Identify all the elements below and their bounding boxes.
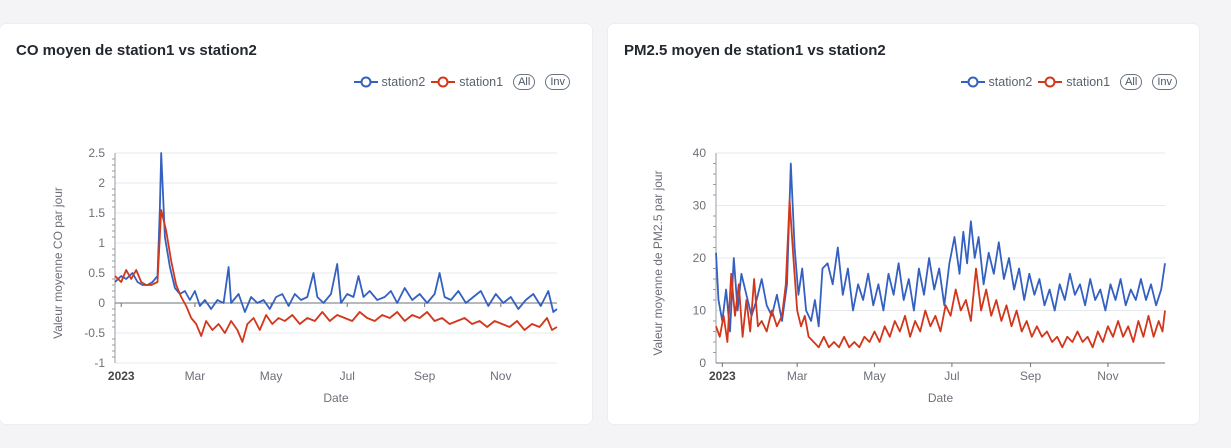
x-axis-title: Date xyxy=(323,391,349,405)
legend-label: station2 xyxy=(381,75,426,89)
pm25-chart-legend: station2 station1 All Inv xyxy=(960,74,1177,90)
x-tick-label: Mar xyxy=(185,369,206,383)
x-axis-title: Date xyxy=(928,391,954,405)
x-tick-label: 2023 xyxy=(709,369,736,383)
y-tick-label: -0.5 xyxy=(84,326,105,340)
y-tick-label: -1 xyxy=(94,356,105,370)
legend-line-marker-icon xyxy=(960,76,985,88)
x-tick-label: Nov xyxy=(1097,369,1118,383)
y-tick-label: 0.5 xyxy=(88,266,105,280)
x-tick-label: May xyxy=(863,369,886,383)
x-tick-label: Sep xyxy=(1020,369,1042,383)
y-tick-label: 2.5 xyxy=(88,146,105,160)
legend-label: station1 xyxy=(459,75,504,89)
x-tick-label: Mar xyxy=(787,369,808,383)
legend-line-marker-icon xyxy=(353,76,378,88)
legend-item-station1[interactable]: station1 xyxy=(1038,75,1110,89)
y-tick-label: 2 xyxy=(98,176,105,190)
series-line-station1[interactable] xyxy=(114,209,558,343)
legend-line-marker-icon xyxy=(1038,76,1063,88)
legend-line-marker-icon xyxy=(431,76,456,88)
legend-inverse-button[interactable]: Inv xyxy=(545,74,570,90)
legend-item-station1[interactable]: station1 xyxy=(431,75,503,89)
x-tick-label: 2023 xyxy=(108,369,135,383)
y-tick-label: 0 xyxy=(699,356,706,370)
y-tick-label: 1 xyxy=(98,236,105,250)
x-tick-label: Nov xyxy=(490,369,511,383)
x-tick-label: Sep xyxy=(414,369,436,383)
series-line-station2[interactable] xyxy=(114,152,558,313)
y-tick-label: 1.5 xyxy=(88,206,105,220)
legend-label: station2 xyxy=(988,75,1033,89)
pm25-chart-card: PM2.5 moyen de station1 vs station2 stat… xyxy=(608,24,1199,424)
y-tick-label: 0 xyxy=(98,296,105,310)
pm25-chart-title: PM2.5 moyen de station1 vs station2 xyxy=(624,42,886,59)
co-chart-legend: station2 station1 All Inv xyxy=(353,74,570,90)
legend-item-station2[interactable]: station2 xyxy=(960,75,1033,89)
y-tick-label: 40 xyxy=(693,146,707,160)
x-tick-label: May xyxy=(260,369,283,383)
y-tick-label: 30 xyxy=(693,199,707,213)
legend-label: station1 xyxy=(1066,75,1111,89)
y-tick-label: 10 xyxy=(693,304,707,318)
legend-select-all-button[interactable]: All xyxy=(513,74,536,90)
x-tick-label: Jul xyxy=(944,369,959,383)
series-line-station2[interactable] xyxy=(715,162,1166,333)
x-tick-label: Jul xyxy=(340,369,355,383)
legend-inverse-button[interactable]: Inv xyxy=(1152,74,1177,90)
y-tick-label: 20 xyxy=(693,251,707,265)
legend-select-all-button[interactable]: All xyxy=(1120,74,1143,90)
legend-item-station2[interactable]: station2 xyxy=(353,75,426,89)
y-axis-title: Valeur moyenne CO par jour xyxy=(51,187,65,339)
co-chart-card: CO moyen de station1 vs station2 station… xyxy=(0,24,592,424)
series-line-station1[interactable] xyxy=(715,199,1166,349)
y-axis-title: Valeur moyenne de PM2.5 par jour xyxy=(651,170,665,355)
co-chart-title: CO moyen de station1 vs station2 xyxy=(16,42,257,59)
